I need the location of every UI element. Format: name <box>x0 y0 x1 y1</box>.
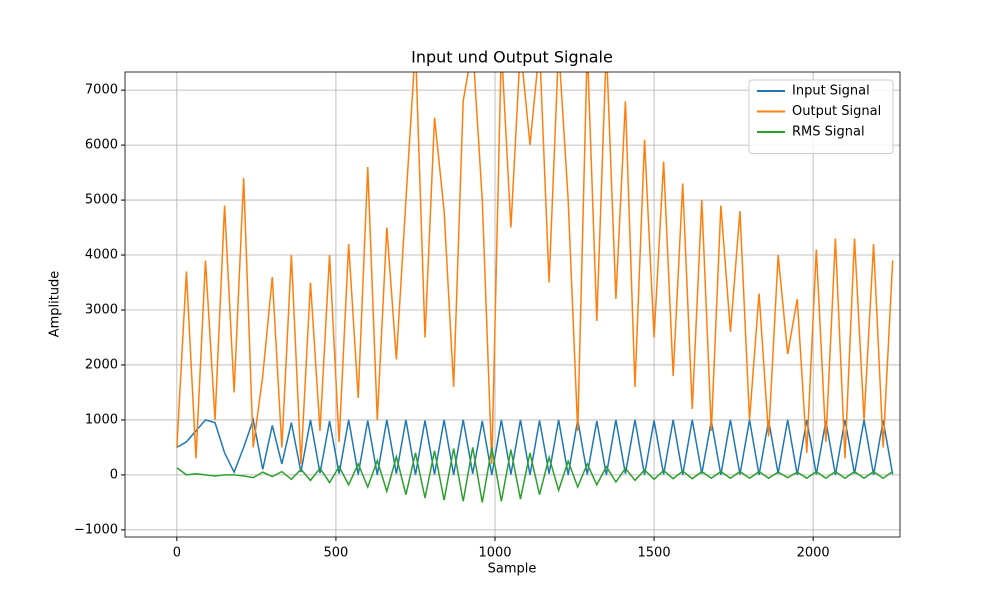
y-tick-label: 4000 <box>85 248 118 263</box>
y-tick-label: 7000 <box>85 83 118 98</box>
chart-title: Input und Output Signale <box>411 48 613 67</box>
plot-frame <box>124 71 901 538</box>
x-tick-label: 1000 <box>478 546 511 561</box>
x-tick-label: 2000 <box>797 546 830 561</box>
series-line <box>176 417 894 476</box>
y-tick-label: 6000 <box>85 138 118 153</box>
legend-box <box>748 79 894 154</box>
y-tick-label: 5000 <box>85 193 118 208</box>
y-tick-label: 2000 <box>85 357 118 372</box>
legend-label: Input Signal <box>792 84 870 99</box>
x-axis-label: Sample <box>488 562 537 577</box>
y-tick-label: −1000 <box>74 522 118 537</box>
legend-label: Output Signal <box>792 104 881 119</box>
series-line <box>176 447 894 503</box>
x-tick-label: 500 <box>324 546 349 561</box>
y-axis-label: Amplitude <box>48 271 63 338</box>
y-tick-label: 0 <box>110 467 118 482</box>
y-tick-label: 3000 <box>85 302 118 317</box>
x-tick-label: 1500 <box>638 546 671 561</box>
y-tick-label: 1000 <box>85 412 118 427</box>
series-line <box>176 72 894 464</box>
x-tick-label: 0 <box>173 546 181 561</box>
legend-label: RMS Signal <box>792 125 865 140</box>
